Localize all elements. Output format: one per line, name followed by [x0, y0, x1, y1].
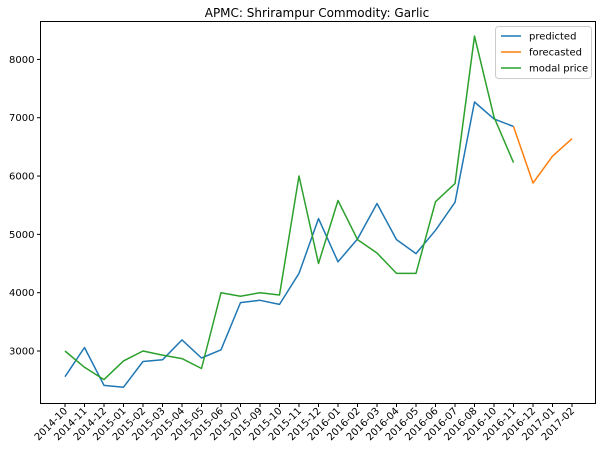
y-tick-label: 3000 [9, 347, 34, 358]
series-line-forecasted [512, 126, 573, 184]
series-line-modal-price [64, 35, 515, 381]
legend-label: modal price [529, 64, 588, 75]
y-tick-label: 8000 [9, 55, 34, 66]
legend: predicted forecasted modal price [495, 26, 592, 79]
y-tick-label: 7000 [9, 113, 34, 124]
legend-box [495, 26, 592, 79]
x-axis: 2014-102014-112014-122015-012015-022015-… [33, 403, 577, 443]
y-tick-label: 4000 [9, 288, 34, 299]
y-axis: 3000 4000 5000 6000 7000 8000 [9, 55, 41, 358]
y-tick-label: 5000 [9, 230, 34, 241]
legend-label: forecasted [529, 48, 582, 59]
series-layer [64, 35, 573, 388]
y-tick-label: 6000 [9, 172, 34, 183]
legend-label: predicted [529, 32, 576, 43]
chart-title: APMC: Shrirampur Commodity: Garlic [205, 6, 430, 20]
series-line-predicted [64, 101, 514, 388]
